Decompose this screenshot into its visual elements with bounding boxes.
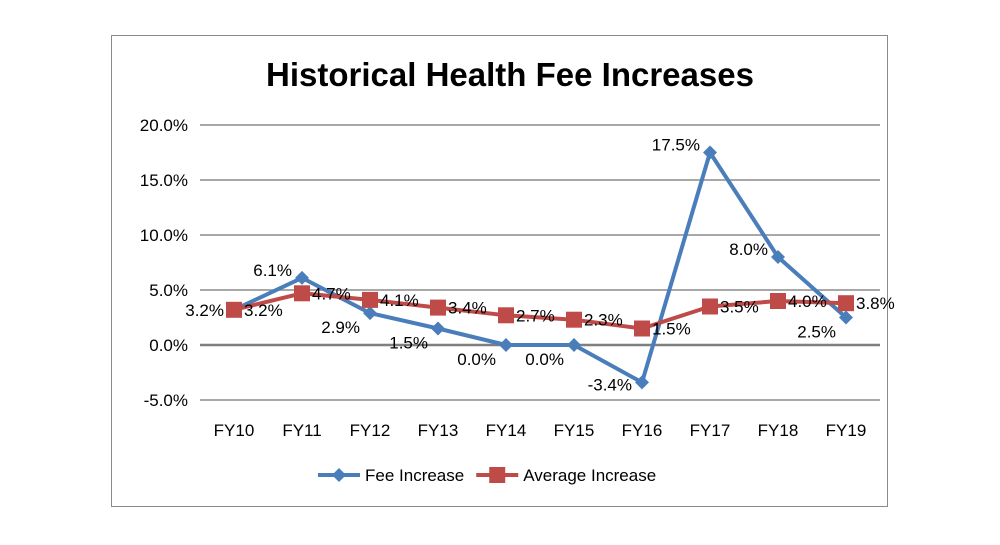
data-label: 6.1% (253, 261, 292, 280)
diamond-marker (295, 270, 309, 285)
diamond-marker (839, 310, 853, 325)
x-tick-label: FY10 (214, 421, 255, 440)
x-tick-label: FY15 (554, 421, 595, 440)
data-label: -3.4% (588, 375, 632, 394)
y-tick-label: 15.0% (140, 171, 188, 190)
data-label: 3.4% (448, 299, 487, 318)
square-marker (362, 291, 378, 308)
x-tick-label: FY17 (690, 421, 731, 440)
diamond-marker (332, 468, 346, 482)
diamond-marker (499, 338, 513, 352)
data-label: 3.8% (856, 294, 895, 313)
data-label: 4.1% (380, 291, 419, 310)
diamond-marker (635, 375, 649, 390)
data-label: 4.0% (788, 292, 827, 311)
series-line (233, 150, 848, 385)
series-fee-increase (227, 145, 853, 390)
x-tick-label: FY19 (826, 421, 867, 440)
data-label: 0.0% (525, 350, 564, 369)
diamond-marker (567, 338, 581, 352)
square-marker (498, 307, 514, 324)
data-label: 3.5% (720, 298, 759, 317)
data-label: 0.0% (457, 350, 496, 369)
x-tick-label: FY16 (622, 421, 663, 440)
data-label: 2.3% (584, 311, 623, 330)
x-tick-label: FY18 (758, 421, 799, 440)
square-marker (430, 299, 446, 316)
square-marker (838, 295, 854, 312)
legend-label: Fee Increase (365, 466, 464, 485)
y-tick-label: 5.0% (149, 281, 188, 300)
y-tick-label: 20.0% (140, 116, 188, 135)
square-marker (294, 285, 310, 302)
diamond-marker (771, 250, 785, 264)
series-average-increase (226, 285, 854, 337)
diamond-marker (431, 321, 445, 336)
y-tick-label: 10.0% (140, 226, 188, 245)
data-label: 8.0% (729, 240, 768, 259)
data-label: 3.2% (185, 301, 224, 320)
data-label: 2.5% (797, 323, 836, 342)
chart-frame (111, 35, 888, 507)
legend-label: Average Increase (523, 466, 656, 485)
y-tick-label: -5.0% (144, 391, 188, 410)
y-tick-label: 0.0% (149, 336, 188, 355)
square-marker (634, 320, 650, 337)
data-label: 2.7% (516, 306, 555, 325)
square-marker (566, 311, 582, 328)
data-label: 2.9% (321, 318, 360, 337)
data-label: 1.5% (389, 334, 428, 353)
square-marker (770, 293, 786, 309)
data-label: 1.5% (652, 320, 691, 339)
x-tick-label: FY14 (486, 421, 527, 440)
x-tick-label: FY13 (418, 421, 459, 440)
chart-title: Historical Health Fee Increases (266, 56, 754, 93)
x-tick-label: FY12 (350, 421, 391, 440)
data-label: 4.7% (312, 284, 351, 303)
diamond-marker (703, 145, 717, 160)
square-marker (489, 467, 506, 483)
data-label: 3.2% (244, 301, 283, 320)
square-marker (702, 298, 718, 315)
series-line (233, 291, 847, 331)
data-label: 17.5% (652, 136, 700, 155)
square-marker (226, 301, 242, 318)
diamond-marker (363, 306, 377, 321)
x-tick-label: FY11 (282, 421, 321, 440)
